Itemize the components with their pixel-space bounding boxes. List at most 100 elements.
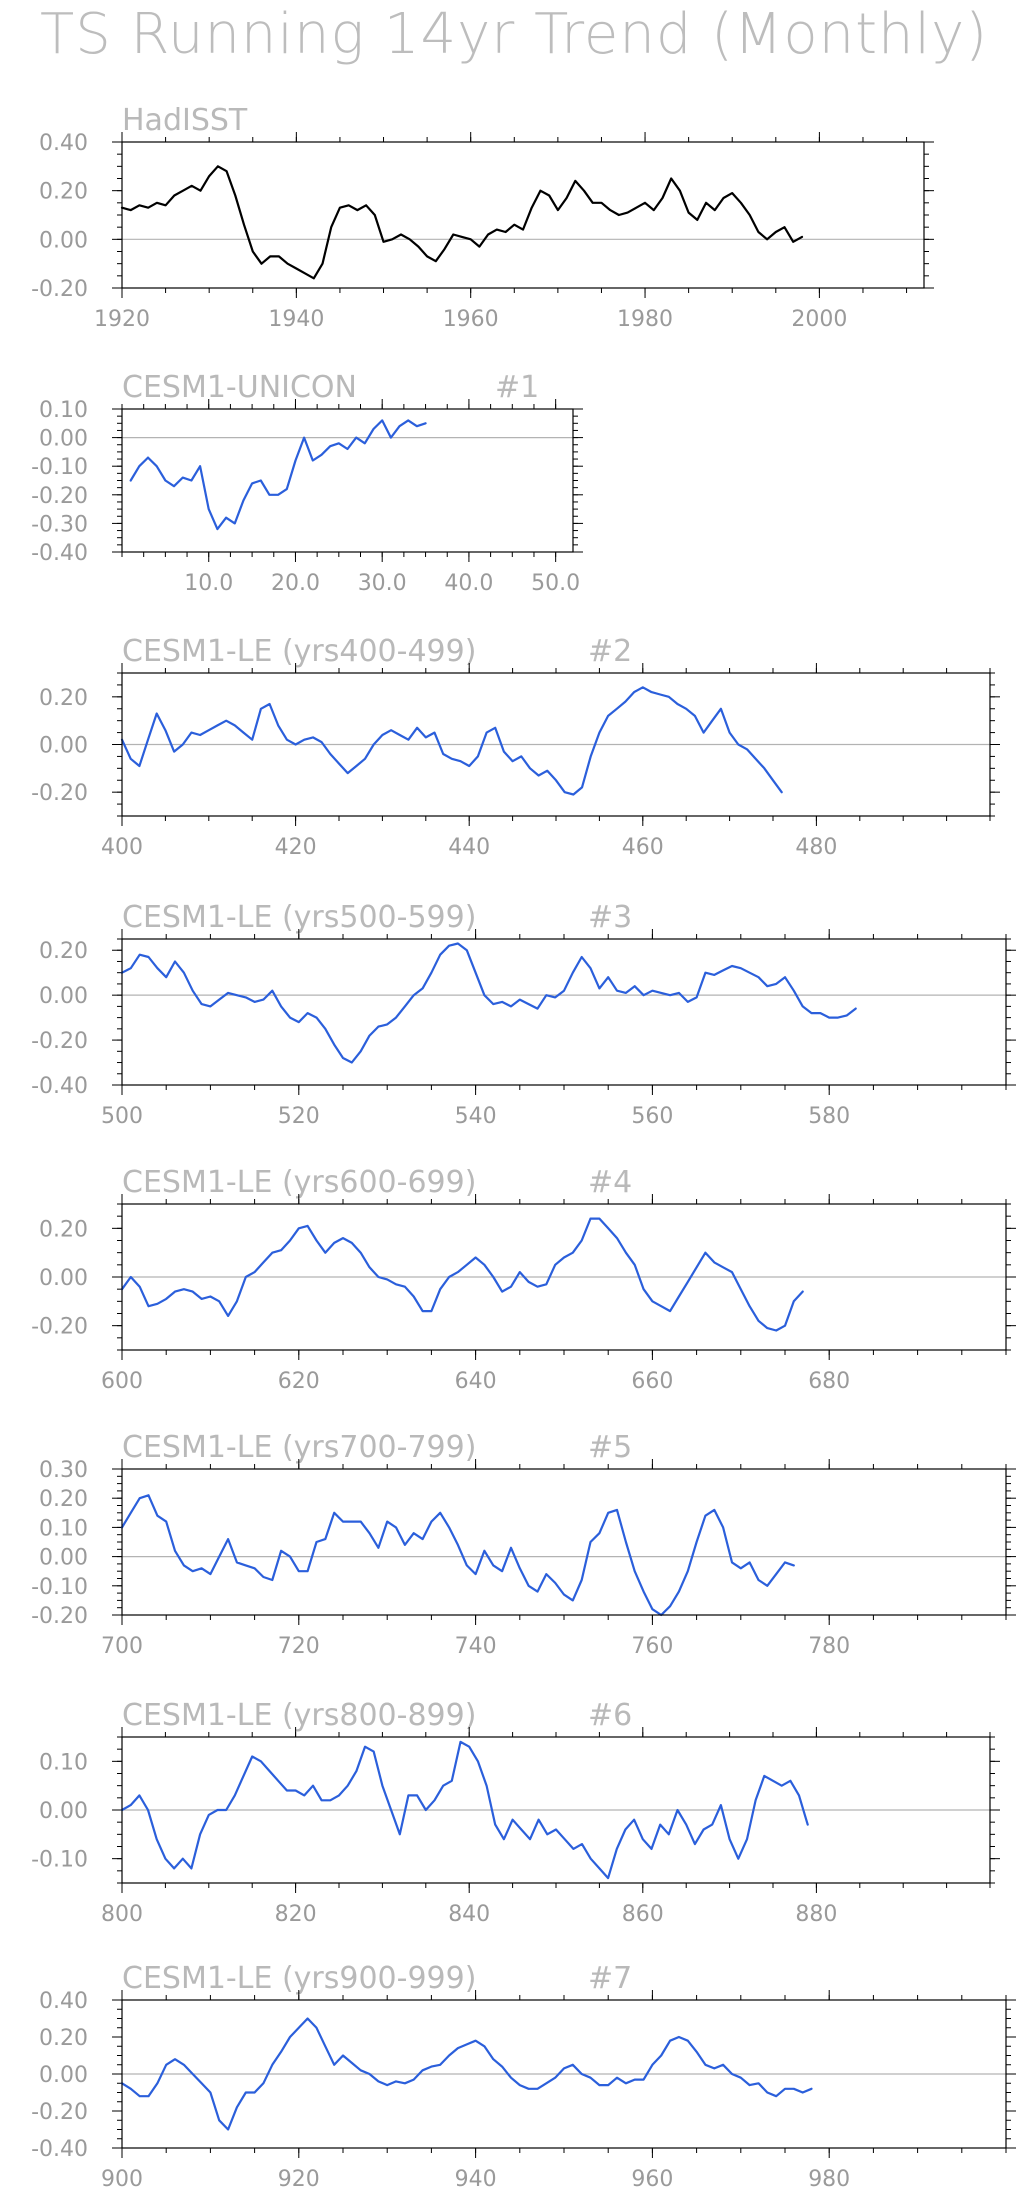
x-tick-label: 480 [795, 835, 837, 860]
x-tick-label: 660 [631, 1369, 673, 1394]
x-tick-label: 1980 [617, 307, 673, 332]
x-tick-label: 10.0 [184, 571, 233, 596]
x-tick-label: 680 [808, 1369, 850, 1394]
x-tick-label: 760 [631, 1634, 673, 1659]
chart-panel-6: CESM1-LE (yrs700-799) #5-0.20-0.100.000.1… [31, 1430, 1016, 1659]
x-tick-label: 820 [275, 1902, 317, 1927]
x-tick-label: 840 [448, 1902, 490, 1927]
y-tick-label: -0.10 [31, 1848, 88, 1873]
y-tick-label: 0.00 [39, 427, 88, 452]
y-tick-label: -0.30 [31, 512, 88, 537]
y-tick-label: 0.00 [39, 1266, 88, 1291]
y-tick-label: 0.10 [39, 1750, 88, 1775]
y-tick-label: -0.10 [31, 1575, 88, 1600]
y-tick-label: -0.40 [31, 541, 88, 566]
x-tick-label: 1920 [94, 307, 150, 332]
y-tick-label: 0.20 [39, 180, 88, 205]
x-tick-label: 440 [448, 835, 490, 860]
y-tick-label: -0.10 [31, 455, 88, 480]
x-tick-label: 560 [631, 1104, 673, 1129]
x-tick-label: 900 [101, 2167, 143, 2192]
x-tick-label: 400 [101, 835, 143, 860]
series-line [120, 165, 804, 280]
y-tick-label: -0.20 [31, 484, 88, 509]
chart-panel-1: HadISST -0.20 0.00 0.20 0.40 1920 1940 1960 1980… [31, 103, 934, 332]
panel-run-number: #6 [588, 1698, 632, 1733]
y-tick-label: 0.20 [39, 686, 88, 711]
y-tick-label: 0.40 [39, 131, 88, 156]
x-tick-label: 980 [808, 2167, 850, 2192]
y-tick-label: 0.10 [39, 1516, 88, 1541]
series-line [120, 1740, 809, 1880]
y-tick-label: -0.20 [31, 2100, 88, 2125]
y-tick-label: 0.20 [39, 1217, 88, 1242]
x-tick-label: 640 [455, 1369, 497, 1394]
y-tick-label: 0.00 [39, 984, 88, 1009]
panel-title: CESM1-UNICON [122, 370, 357, 405]
panel-run-number: #2 [588, 634, 632, 669]
x-tick-label: 720 [278, 1634, 320, 1659]
chart-panel-4: CESM1-LE (yrs500-599) #3-0.40-0.200.000.2… [31, 900, 1016, 1129]
y-tick-label: -0.20 [31, 1029, 88, 1054]
y-tick-label: 0.30 [39, 1458, 88, 1483]
y-tick-label: 0.00 [39, 734, 88, 759]
x-tick-label: 540 [455, 1104, 497, 1129]
series-line [120, 1494, 795, 1617]
series-line [129, 419, 427, 531]
x-tick-label: 940 [455, 2167, 497, 2192]
panel-run-number: #7 [588, 1961, 632, 1996]
x-tick-label: 860 [622, 1902, 664, 1927]
y-tick-label: 0.20 [39, 939, 88, 964]
y-tick-label: -0.20 [31, 277, 88, 302]
x-tick-label: 780 [808, 1634, 850, 1659]
x-tick-label: 700 [101, 1634, 143, 1659]
chart-panel-8: CESM1-LE (yrs900-999) #7-0.40-0.200.000.2… [31, 1961, 1016, 2192]
x-tick-label: 500 [101, 1104, 143, 1129]
series-line [120, 1217, 804, 1332]
x-tick-label: 520 [278, 1104, 320, 1129]
y-tick-label: -0.40 [31, 1074, 88, 1099]
y-tick-label: -0.40 [31, 2137, 88, 2162]
panel-run-number: #1 [495, 370, 539, 405]
y-tick-label: 0.10 [39, 398, 88, 423]
x-tick-label: 740 [455, 1634, 497, 1659]
x-tick-label: 600 [101, 1369, 143, 1394]
series-line [120, 686, 783, 796]
plot-frame [121, 1203, 1007, 1351]
x-tick-label: 20.0 [271, 571, 320, 596]
y-tick-label: -0.20 [31, 1315, 88, 1340]
page-title: TS Running 14yr Trend (Monthly) [40, 2, 989, 67]
y-tick-label: -0.20 [31, 1604, 88, 1629]
y-tick-label: 0.40 [39, 1989, 88, 2014]
y-tick-label: -0.20 [31, 781, 88, 806]
plot-frame [121, 1736, 991, 1884]
x-tick-label: 920 [278, 2167, 320, 2192]
panel-run-number: #3 [588, 900, 632, 935]
plot-frame [121, 408, 574, 553]
x-tick-label: 1940 [268, 307, 324, 332]
x-tick-label: 880 [795, 1902, 837, 1927]
x-tick-label: 40.0 [444, 571, 493, 596]
chart-panel-7: CESM1-LE (yrs800-899) #6 -0.10 0.00 0.10 800 8… [31, 1698, 1000, 1927]
panel-run-number: #4 [588, 1165, 632, 1200]
panel-title: CESM1-LE (yrs800-899) [122, 1698, 476, 1733]
y-tick-label: 0.20 [39, 2026, 88, 2051]
x-tick-label: 800 [101, 1902, 143, 1927]
x-tick-label: 460 [622, 835, 664, 860]
x-tick-label: 580 [808, 1104, 850, 1129]
plot-frame [121, 1999, 1007, 2149]
plot-frame [121, 938, 1007, 1086]
series-line [120, 942, 857, 1064]
chart-panel-2: CESM1-UNICON #1 -0.40 -0.30 -0.20 -0.10 0.00 0.… [31, 370, 583, 596]
y-tick-label: 0.00 [39, 228, 88, 253]
plot-frame [121, 141, 925, 289]
x-tick-label: 30.0 [358, 571, 407, 596]
x-tick-label: 50.0 [531, 571, 580, 596]
x-tick-label: 960 [631, 2167, 673, 2192]
x-tick-label: 620 [278, 1369, 320, 1394]
x-tick-label: 1960 [443, 307, 499, 332]
plot-frame [121, 1468, 1007, 1616]
panel-title: CESM1-LE (yrs400-499) [122, 634, 476, 669]
